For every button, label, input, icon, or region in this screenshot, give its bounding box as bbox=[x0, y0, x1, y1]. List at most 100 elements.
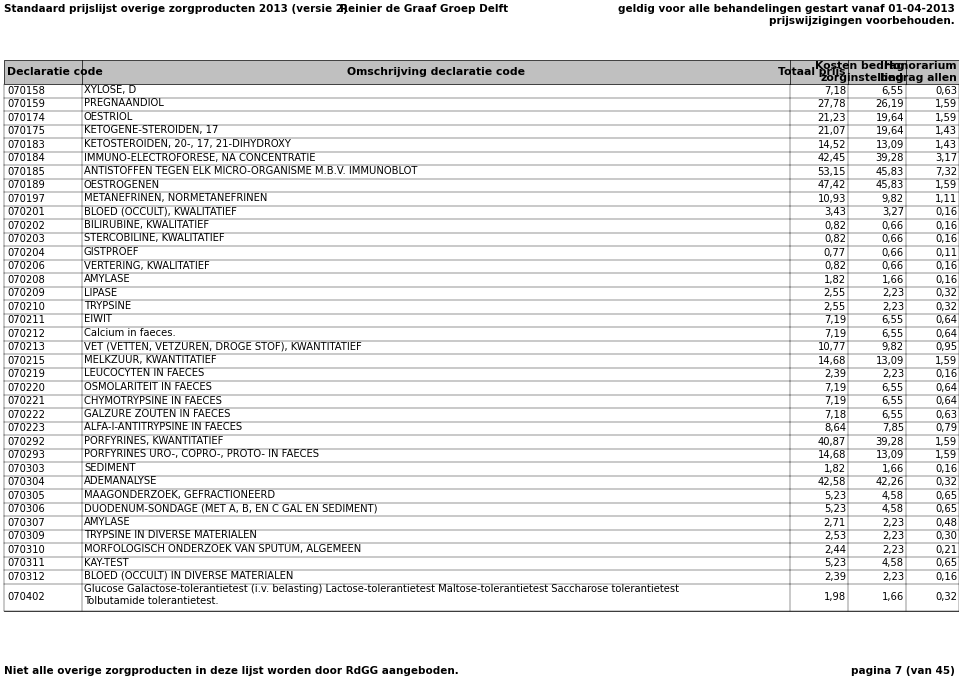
Text: PORFYRINES, KWANTITATIEF: PORFYRINES, KWANTITATIEF bbox=[84, 436, 223, 446]
Text: KETOSTEROIDEN, 20-, 17, 21-DIHYDROXY: KETOSTEROIDEN, 20-, 17, 21-DIHYDROXY bbox=[84, 139, 291, 149]
Text: 21,23: 21,23 bbox=[817, 113, 846, 123]
Text: 2,23: 2,23 bbox=[882, 288, 904, 298]
Text: 070197: 070197 bbox=[7, 193, 45, 204]
Text: ANTISTOFFEN TEGEN ELK MICRO-ORGANISME M.B.V. IMMUNOBLOT: ANTISTOFFEN TEGEN ELK MICRO-ORGANISME M.… bbox=[84, 166, 417, 176]
Text: 0,32: 0,32 bbox=[935, 288, 957, 298]
Text: OESTROGENEN: OESTROGENEN bbox=[84, 180, 160, 189]
Text: 14,68: 14,68 bbox=[818, 450, 846, 460]
Text: 0,66: 0,66 bbox=[882, 261, 904, 271]
Text: pagina 7 (van 45): pagina 7 (van 45) bbox=[852, 666, 955, 676]
Text: VET (VETTEN, VETZUREN, DROGE STOF), KWANTITATIEF: VET (VETTEN, VETZUREN, DROGE STOF), KWAN… bbox=[84, 342, 362, 351]
Text: 2,55: 2,55 bbox=[824, 302, 846, 311]
Text: 2,23: 2,23 bbox=[882, 571, 904, 582]
Text: 0,63: 0,63 bbox=[935, 86, 957, 96]
Text: 1,59: 1,59 bbox=[935, 450, 957, 460]
Text: CHYMOTRYPSINE IN FAECES: CHYMOTRYPSINE IN FAECES bbox=[84, 396, 222, 405]
Text: 070292: 070292 bbox=[7, 437, 45, 447]
Text: 070221: 070221 bbox=[7, 397, 45, 406]
Text: 070215: 070215 bbox=[7, 356, 45, 366]
Text: 0,82: 0,82 bbox=[824, 261, 846, 271]
Text: 10,77: 10,77 bbox=[817, 342, 846, 352]
Text: 2,39: 2,39 bbox=[824, 571, 846, 582]
Text: 070293: 070293 bbox=[7, 450, 45, 460]
Text: 3,27: 3,27 bbox=[882, 207, 904, 217]
Text: 6,55: 6,55 bbox=[881, 316, 904, 325]
Text: 070183: 070183 bbox=[7, 140, 45, 150]
Text: TRYPSINE: TRYPSINE bbox=[84, 301, 131, 311]
Text: Niet alle overige zorgproducten in deze lijst worden door RdGG aangeboden.: Niet alle overige zorgproducten in deze … bbox=[4, 666, 458, 676]
Text: 5,23: 5,23 bbox=[824, 558, 846, 568]
Text: 070309: 070309 bbox=[7, 531, 45, 541]
Text: 14,68: 14,68 bbox=[818, 356, 846, 366]
Text: 070204: 070204 bbox=[7, 248, 45, 258]
Text: OSMOLARITEIT IN FAECES: OSMOLARITEIT IN FAECES bbox=[84, 382, 212, 392]
Text: 070402: 070402 bbox=[7, 592, 45, 602]
Text: BILIRUBINE, KWALITATIEF: BILIRUBINE, KWALITATIEF bbox=[84, 220, 209, 230]
Bar bbox=[4, 60, 959, 84]
Text: METANEFRINEN, NORMETANEFRINEN: METANEFRINEN, NORMETANEFRINEN bbox=[84, 193, 268, 203]
Text: MELKZUUR, KWANTITATIEF: MELKZUUR, KWANTITATIEF bbox=[84, 355, 217, 365]
Text: 0,32: 0,32 bbox=[935, 477, 957, 487]
Text: AMYLASE: AMYLASE bbox=[84, 274, 130, 284]
Text: 0,66: 0,66 bbox=[882, 234, 904, 244]
Text: 4,58: 4,58 bbox=[882, 504, 904, 514]
Text: geldig voor alle behandelingen gestart vanaf 01-04-2013
prijswijzigingen voorbeh: geldig voor alle behandelingen gestart v… bbox=[619, 4, 955, 25]
Text: 0,65: 0,65 bbox=[935, 490, 957, 501]
Text: GISTPROEF: GISTPROEF bbox=[84, 247, 139, 257]
Text: 0,64: 0,64 bbox=[935, 397, 957, 406]
Text: 070206: 070206 bbox=[7, 261, 45, 271]
Text: STERCOBILINE, KWALITATIEF: STERCOBILINE, KWALITATIEF bbox=[84, 233, 224, 244]
Text: 3,43: 3,43 bbox=[824, 207, 846, 217]
Text: Calcium in faeces.: Calcium in faeces. bbox=[84, 328, 175, 338]
Text: 2,23: 2,23 bbox=[882, 531, 904, 541]
Text: 2,23: 2,23 bbox=[882, 518, 904, 528]
Text: 53,15: 53,15 bbox=[817, 167, 846, 177]
Text: 42,58: 42,58 bbox=[818, 477, 846, 487]
Text: 7,85: 7,85 bbox=[882, 423, 904, 434]
Text: 1,43: 1,43 bbox=[935, 140, 957, 150]
Text: 1,59: 1,59 bbox=[935, 356, 957, 366]
Text: 8,64: 8,64 bbox=[824, 423, 846, 434]
Text: ALFA-I-ANTITRYPSINE IN FAECES: ALFA-I-ANTITRYPSINE IN FAECES bbox=[84, 423, 242, 432]
Text: TRYPSINE IN DIVERSE MATERIALEN: TRYPSINE IN DIVERSE MATERIALEN bbox=[84, 530, 257, 541]
Text: 1,66: 1,66 bbox=[881, 592, 904, 602]
Text: 19,64: 19,64 bbox=[876, 126, 904, 137]
Text: 0,65: 0,65 bbox=[935, 558, 957, 568]
Text: 0,16: 0,16 bbox=[935, 275, 957, 285]
Text: 0,48: 0,48 bbox=[935, 518, 957, 528]
Text: 070306: 070306 bbox=[7, 504, 45, 514]
Text: 19,64: 19,64 bbox=[876, 113, 904, 123]
Text: 0,66: 0,66 bbox=[882, 221, 904, 230]
Text: Reinier de Graaf Groep Delft: Reinier de Graaf Groep Delft bbox=[340, 4, 508, 14]
Text: 1,66: 1,66 bbox=[881, 275, 904, 285]
Text: Totaal prijs: Totaal prijs bbox=[779, 67, 846, 77]
Text: 7,18: 7,18 bbox=[824, 410, 846, 420]
Text: MAAGONDERZOEK, GEFRACTIONEERD: MAAGONDERZOEK, GEFRACTIONEERD bbox=[84, 490, 275, 500]
Text: KAY-TEST: KAY-TEST bbox=[84, 558, 129, 567]
Text: 10,93: 10,93 bbox=[818, 193, 846, 204]
Text: 45,83: 45,83 bbox=[876, 167, 904, 177]
Text: 070219: 070219 bbox=[7, 369, 45, 379]
Text: 0,16: 0,16 bbox=[935, 464, 957, 474]
Text: 42,45: 42,45 bbox=[818, 153, 846, 163]
Text: 21,07: 21,07 bbox=[817, 126, 846, 137]
Text: 070310: 070310 bbox=[7, 545, 45, 555]
Text: 2,23: 2,23 bbox=[882, 302, 904, 311]
Text: 0,16: 0,16 bbox=[935, 234, 957, 244]
Text: PORFYRINES URO-, COPRO-, PROTO- IN FAECES: PORFYRINES URO-, COPRO-, PROTO- IN FAECE… bbox=[84, 449, 319, 460]
Text: Glucose Galactose-tolerantietest (i.v. belasting) Lactose-tolerantietest Maltose: Glucose Galactose-tolerantietest (i.v. b… bbox=[84, 584, 679, 606]
Text: 0,64: 0,64 bbox=[935, 316, 957, 325]
Text: 070212: 070212 bbox=[7, 329, 45, 339]
Text: 070307: 070307 bbox=[7, 518, 45, 528]
Text: 070175: 070175 bbox=[7, 126, 45, 137]
Text: 070202: 070202 bbox=[7, 221, 45, 230]
Text: 0,63: 0,63 bbox=[935, 410, 957, 420]
Text: IMMUNO-ELECTROFORESE, NA CONCENTRATIE: IMMUNO-ELECTROFORESE, NA CONCENTRATIE bbox=[84, 152, 316, 163]
Text: 3,17: 3,17 bbox=[935, 153, 957, 163]
Text: PREGNAANDIOL: PREGNAANDIOL bbox=[84, 99, 164, 108]
Text: 0,64: 0,64 bbox=[935, 383, 957, 393]
Text: 1,59: 1,59 bbox=[935, 437, 957, 447]
Text: 4,58: 4,58 bbox=[882, 490, 904, 501]
Text: LIPASE: LIPASE bbox=[84, 287, 117, 298]
Text: 2,23: 2,23 bbox=[882, 545, 904, 555]
